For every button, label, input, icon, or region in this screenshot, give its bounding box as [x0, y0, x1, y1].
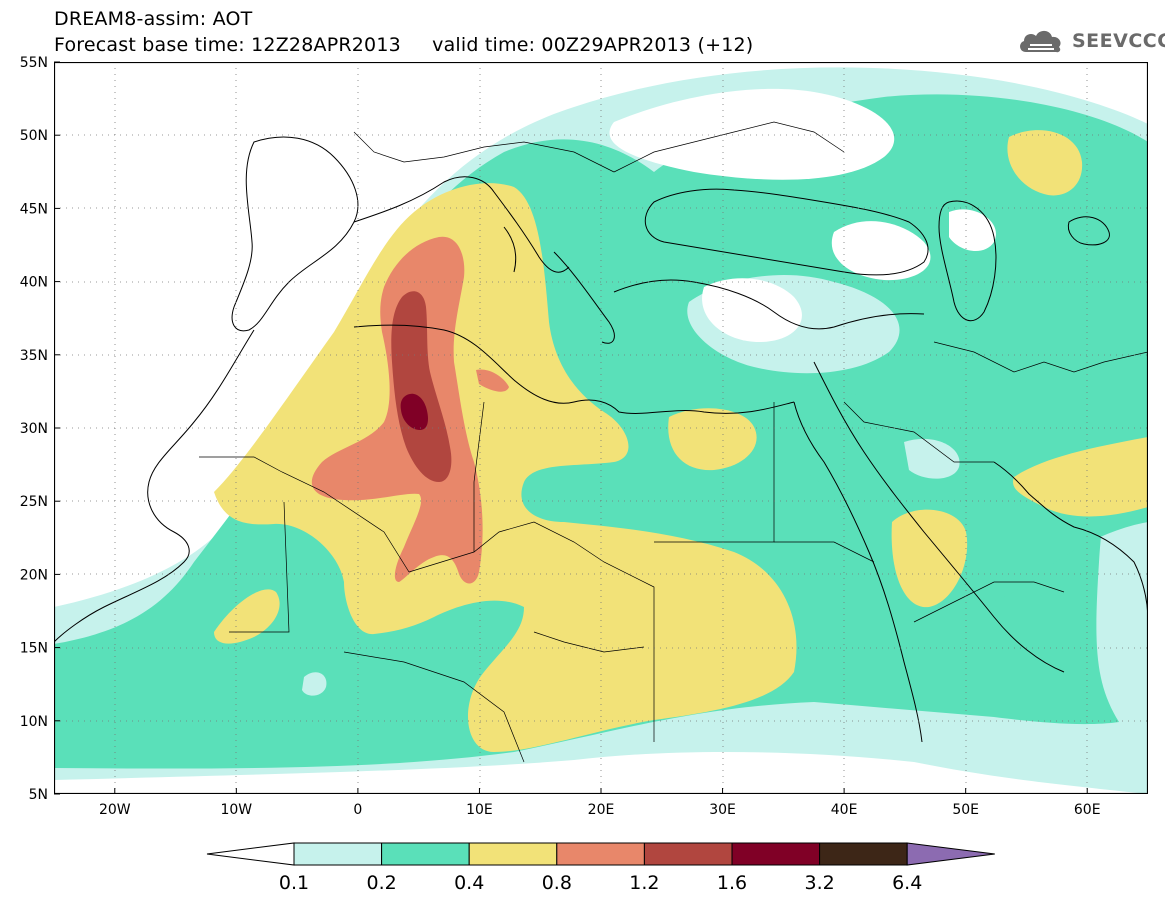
lon-tick-label: 20E — [588, 802, 615, 818]
colorbar-label: 0.1 — [279, 872, 309, 894]
map-title: DREAM8-assim: AOT — [54, 8, 253, 30]
grid-lines — [54, 62, 1148, 794]
lat-tick-label: 55N — [20, 55, 48, 71]
gulf-coast — [993, 461, 1149, 623]
arabia-west — [813, 361, 1065, 673]
iberia-outline — [231, 136, 359, 332]
colorbar-label: 0.4 — [454, 872, 484, 894]
colorbar-segment — [731, 842, 821, 866]
colorbar-under-arrow — [206, 842, 295, 866]
map-svg — [53, 61, 1149, 795]
colorbar-segment — [643, 842, 733, 866]
colorbar-segment — [381, 842, 470, 866]
caspian-sea — [938, 200, 997, 322]
colorbar-label: 0.8 — [542, 872, 572, 894]
coastlines — [53, 136, 1149, 743]
lat-tick-label: 5N — [29, 787, 48, 803]
aot-contour-1.6 — [400, 393, 428, 430]
lat-tick-label: 15N — [20, 641, 48, 657]
colorbar-label: 3.2 — [804, 872, 834, 894]
lat-tick-label: 45N — [20, 201, 48, 217]
sardinia — [503, 226, 517, 273]
colorbar-segment — [819, 842, 908, 866]
italy-boot — [553, 251, 615, 344]
base-time-label: Forecast base time: 12Z28APR2013 — [54, 34, 401, 56]
black-sea — [644, 188, 929, 276]
aot-contour-0.4 — [214, 130, 1148, 752]
seevccc-logo: SEEVCCC — [1016, 26, 1165, 56]
lon-tick-label: 40E — [831, 802, 858, 818]
colorbar: 0.1 0.2 0.4 0.8 1.2 1.6 3.2 6.4 — [206, 841, 998, 901]
lon-tick-label: 10E — [466, 802, 493, 818]
country-borders — [199, 121, 1149, 763]
lat-tick-label: 40N — [20, 275, 48, 291]
lat-tick-label: 50N — [20, 128, 48, 144]
colorbar-label: 1.2 — [629, 872, 659, 894]
lat-tick-label: 20N — [20, 567, 48, 583]
colorbar-over-arrow — [906, 842, 995, 866]
north-africa-coast — [353, 324, 795, 414]
lon-tick-label: 10W — [220, 802, 252, 818]
lat-tick-label: 10N — [20, 714, 48, 730]
colorbar-segment — [468, 842, 558, 866]
lon-tick-label: 30E — [709, 802, 736, 818]
lon-tick-label: 0 — [353, 802, 362, 818]
lat-tick-label: 25N — [20, 494, 48, 510]
lon-tick-label: 50E — [952, 802, 979, 818]
logo-text: SEEVCCC — [1072, 30, 1165, 52]
colorbar-segment — [556, 842, 645, 866]
aot-contour-1.2 — [391, 291, 452, 482]
colorbar-label: 0.2 — [366, 872, 396, 894]
colorbar-svg: 0.1 0.2 0.4 0.8 1.2 1.6 3.2 6.4 — [206, 842, 995, 894]
aral-sea — [1067, 216, 1110, 246]
lat-tick-label: 35N — [20, 348, 48, 364]
lon-tick-label: 20W — [99, 802, 131, 818]
france-italy-coast — [353, 176, 570, 273]
west-africa-coast — [53, 329, 255, 643]
lat-tick-label: 30N — [20, 421, 48, 437]
colorbar-label: 6.4 — [892, 872, 922, 894]
map-area[interactable] — [53, 61, 1149, 795]
lon-tick-label: 60E — [1074, 802, 1101, 818]
valid-time-label: valid time: 00Z29APR2013 (+12) — [432, 34, 754, 56]
turkey-coast — [613, 279, 925, 330]
red-sea-west — [793, 401, 923, 743]
colorbar-segment — [293, 842, 383, 866]
cloud-icon — [1020, 30, 1061, 53]
map-subtitle: Forecast base time: 12Z28APR2013 valid t… — [54, 34, 753, 56]
below-threshold-patches — [609, 88, 996, 342]
colorbar-label: 1.6 — [717, 872, 747, 894]
